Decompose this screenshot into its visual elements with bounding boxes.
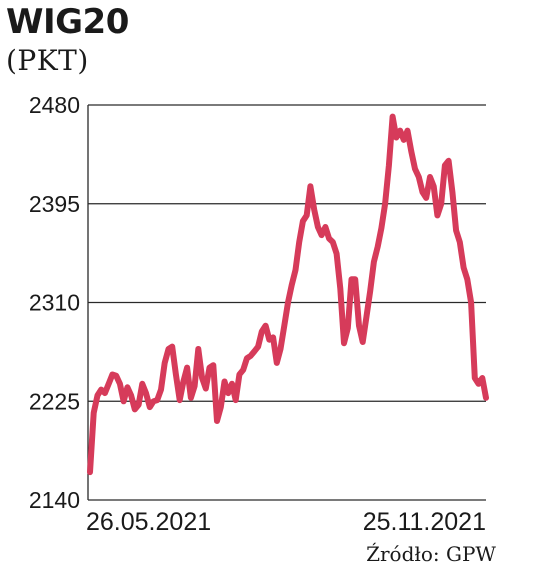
- y-tick-label: 2480: [29, 92, 80, 118]
- x-axis-ticks: 26.05.2021 25.11.2021: [86, 508, 486, 536]
- y-tick-label: 2395: [29, 191, 80, 217]
- y-tick-label: 2310: [29, 290, 80, 316]
- x-tick-label: 26.05.2021: [86, 508, 211, 536]
- x-tick-label: 25.11.2021: [363, 508, 486, 536]
- chart-unit-label: (PKT): [6, 44, 89, 77]
- y-tick-label: 2225: [29, 388, 80, 414]
- series-group: [87, 113, 489, 476]
- series-line-wig20: [87, 113, 489, 476]
- chart-gridlines: [88, 104, 486, 402]
- source-note: Źródło: GPW: [366, 542, 496, 566]
- y-tick-label: 2140: [29, 487, 80, 513]
- chart-axes: [87, 105, 486, 501]
- chart-title: WIG20: [6, 2, 129, 42]
- y-axis-ticks: 2480 2395 2310 2225 2140: [29, 92, 80, 513]
